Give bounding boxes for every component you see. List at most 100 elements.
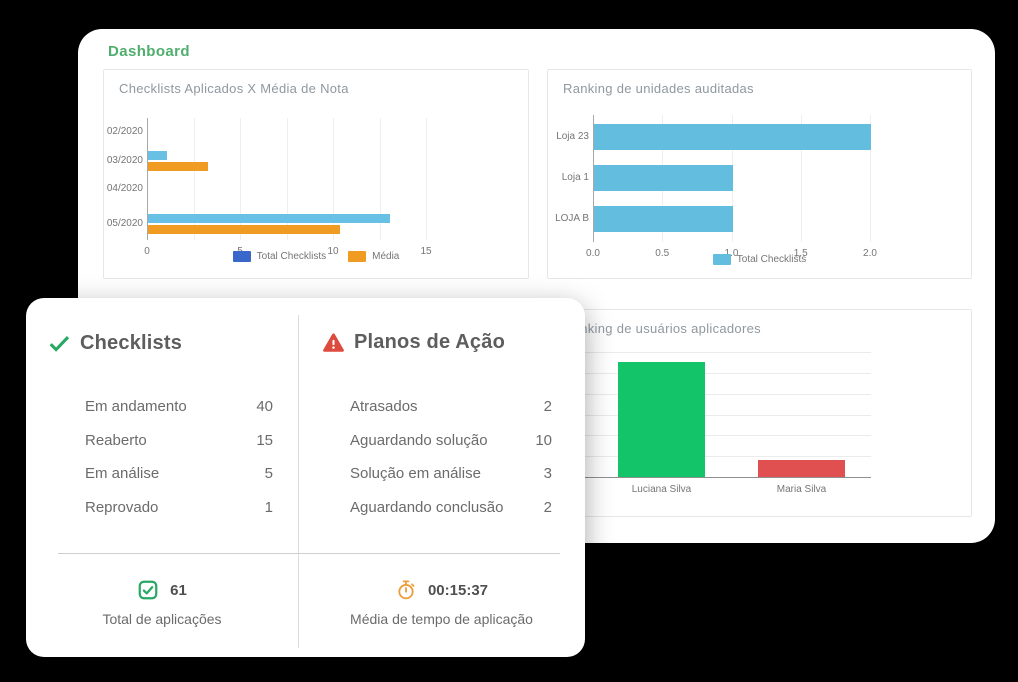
stat-label: Em andamento [85,398,187,416]
media-tempo-cell: 00:15:37 Média de tempo de aplicação [298,577,585,627]
legend-swatch-total-checklists [712,254,731,265]
stat-label: Aguardando conclusão [350,498,504,516]
stat-row: Aguardando conclusão 2 [322,491,552,525]
gridline [561,393,871,395]
bar-total-checklists[interactable] [594,206,733,232]
legend-item: Total Checklists [712,254,806,265]
gridline [426,118,427,240]
stat-value: 3 [543,465,552,483]
gridline [286,118,288,240]
stat-value: 40 [256,398,273,416]
total-aplicacoes-cell: 61 Total de aplicações [26,577,298,627]
planos-stats: Atrasados 2 Aguardando solução 10 Soluçã… [322,390,552,524]
planos-section: Planos de Ação Atrasados 2 Aguardando so… [322,331,552,516]
stat-label: Reprovado [85,498,159,516]
bar-total-checklists[interactable] [148,151,167,160]
y-axis-line [593,115,594,242]
category-label: 02/2020 [106,126,143,137]
vertical-divider [298,315,299,648]
x-tick-label: 15 [420,246,432,257]
y-axis-line [147,118,148,240]
chart-title: Ranking de unidades auditadas [563,81,754,96]
bar-total-checklists[interactable] [594,165,733,191]
page-title: Dashboard [108,43,190,60]
section-title: Planos de Ação [354,331,505,353]
chart-title: Checklists Aplicados X Média de Nota [119,81,349,96]
category-label: 05/2020 [106,218,143,229]
bar-média[interactable] [148,162,208,171]
stat-value: 2 [543,398,552,416]
total-aplicacoes-value-line: 61 [26,577,298,603]
stat-value: 15 [256,431,273,449]
planos-header: Planos de Ação [322,331,552,354]
checklists-section: Checklists Em andamento 40 Reaberto 15 E… [47,331,273,516]
chart-unidades-plot: Loja 23 Loja 1 LOJA B 0.0 0.5 1.0 1.5 2.0 [555,115,933,259]
section-title: Checklists [80,331,183,354]
gridline [561,456,871,458]
bar-total-checklists[interactable] [148,214,390,223]
chart-usuarios-plot: Luciana Silva Maria Silva [561,352,871,495]
alert-triangle-icon [322,331,345,354]
chart-card-checklists-aplicados: Checklists Aplicados X Média de Nota 02/… [103,69,529,279]
stat-label: Aguardando solução [350,431,488,449]
checklists-header: Checklists [47,331,273,355]
bar-luciana-silva[interactable] [618,362,705,477]
x-tick-label: 1.5 [793,248,808,259]
media-tempo-value: 00:15:37 [427,581,489,599]
x-tick-label: 0.5 [655,248,670,259]
chart-card-ranking-unidades: Ranking de unidades auditadas Loja 23 Loj… [547,69,972,279]
category-label: LOJA B [555,213,589,224]
checklists-stats: Em andamento 40 Reaberto 15 Em análise 5… [47,390,273,524]
gridline [240,118,241,240]
bar-total-checklists[interactable] [594,124,871,150]
gridline [870,115,871,242]
bar-média[interactable] [148,225,340,234]
stopwatch-icon [395,579,417,601]
stat-value: 1 [264,498,273,516]
legend-swatch-media [348,251,367,262]
x-tick-label: 2.0 [863,248,877,259]
gridline [561,435,871,437]
stat-row: Em andamento 40 [47,390,273,424]
category-label: 04/2020 [106,183,143,194]
x-axis-line [561,477,871,478]
x-tick-label: 1.0 [724,248,739,259]
category-label: 03/2020 [106,155,143,166]
gridline [561,372,871,374]
stat-label: Reaberto [85,431,147,449]
category-label: Luciana Silva [631,484,692,495]
stat-row: Reaberto 15 [47,424,273,458]
check-icon [47,331,71,355]
gridline [800,115,802,242]
legend-swatch-total-checklists [232,251,251,262]
bar-maria-silva[interactable] [758,460,845,477]
stat-row: Solução em análise 3 [322,457,552,491]
stat-row: Reprovado 1 [47,491,273,525]
legend-label: Média [372,251,400,262]
chart-legend: Total Checklists Média [104,251,528,262]
media-tempo-value-line: 00:15:37 [298,577,585,603]
stat-value: 2 [543,498,552,516]
category-label: Loja 23 [556,131,589,142]
x-tick-label: 0 [144,246,150,257]
stat-value: 5 [264,465,273,483]
chart-title: Ranking de usuários aplicadores [563,321,761,336]
horizontal-divider [58,553,560,554]
gridline [333,118,334,240]
summary-card: Checklists Em andamento 40 Reaberto 15 E… [26,298,585,657]
total-aplicacoes-value: 61 [170,581,187,599]
stat-label: Solução em análise [350,465,481,483]
category-label: Loja 1 [561,172,589,183]
stat-label: Atrasados [350,398,418,416]
total-aplicacoes-label: Total de aplicações [102,611,222,627]
legend-item: Média [348,251,399,262]
gridline [561,414,871,416]
category-label: Maria Silva [776,484,827,495]
gridline [379,118,381,240]
chart-legend: Total Checklists [548,254,971,265]
checkbox-icon [137,579,159,601]
gridline [561,352,871,353]
gridline [193,118,195,240]
